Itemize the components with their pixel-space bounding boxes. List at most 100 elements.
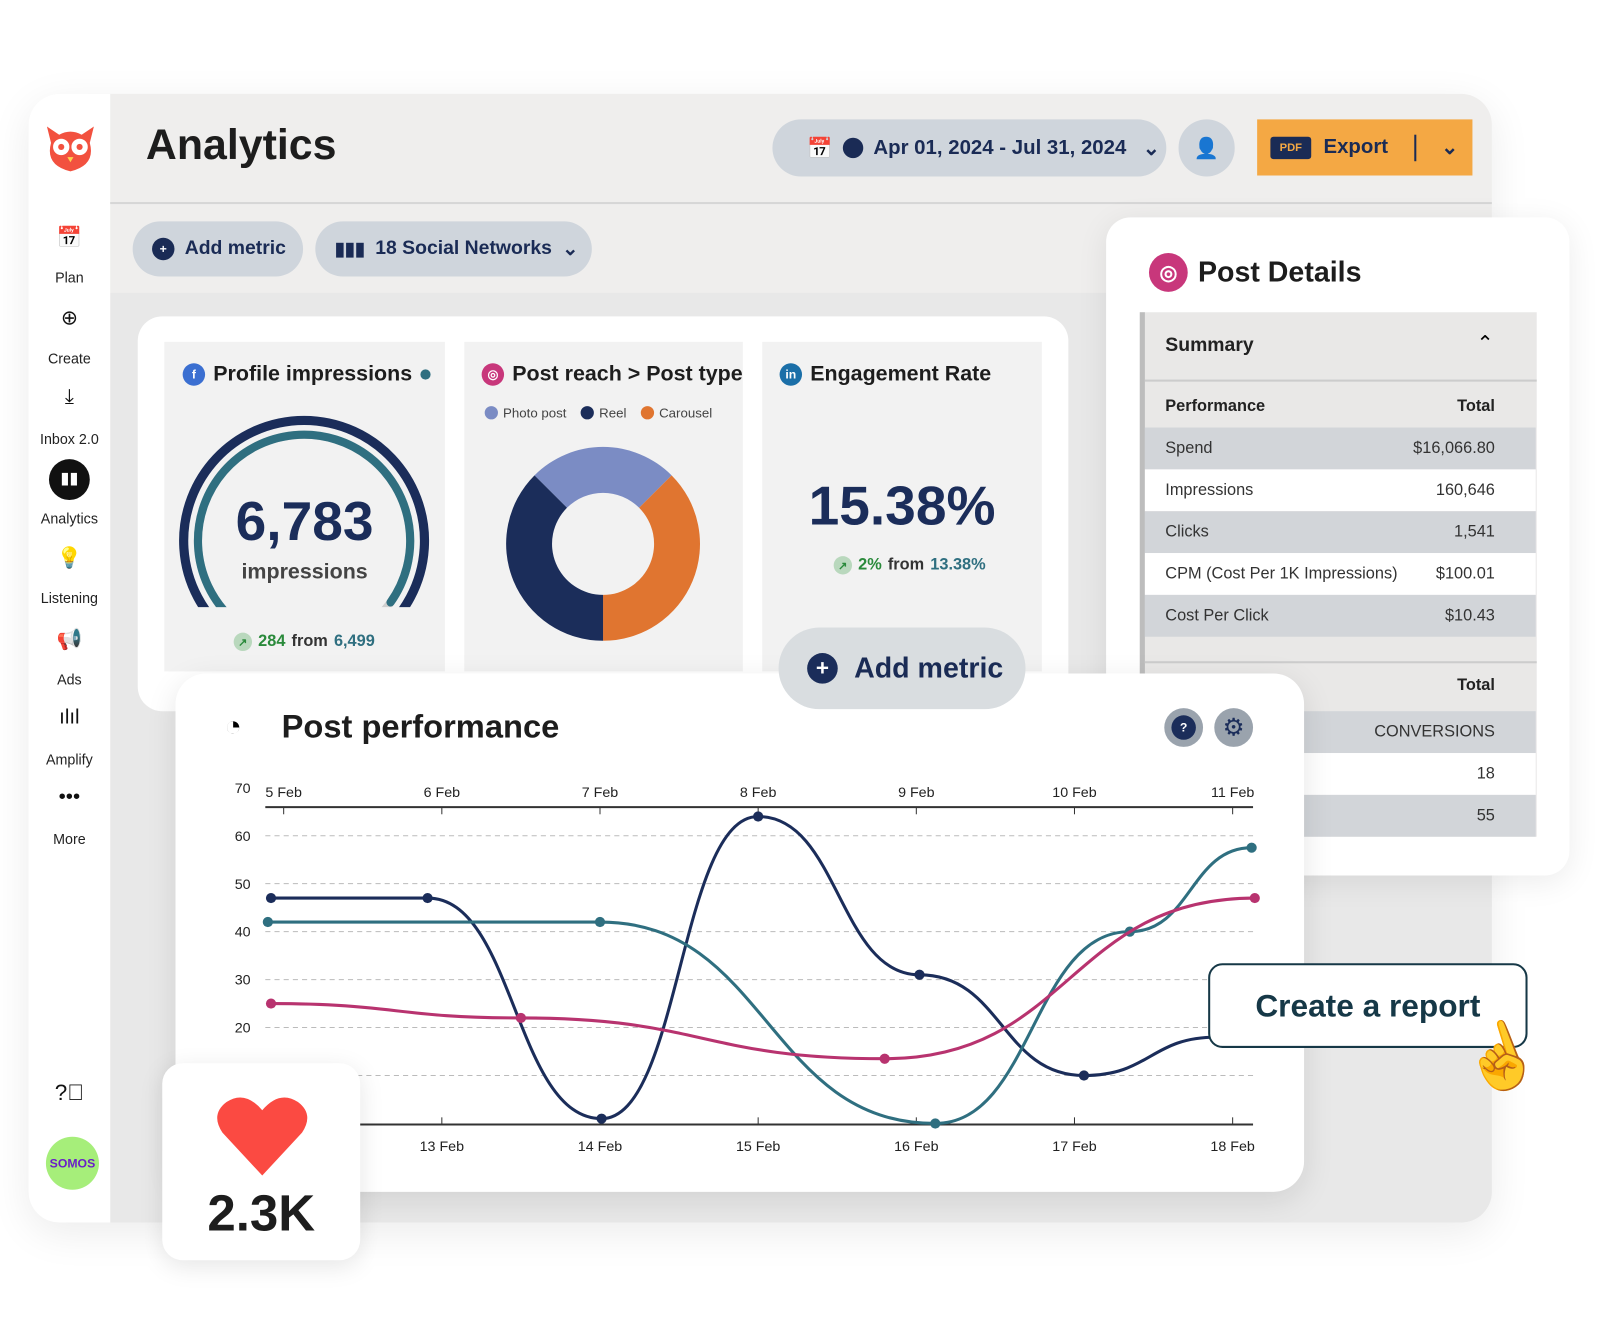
impressions-trend: ↗ 284 from 6,499	[233, 632, 375, 652]
pdf-badge: PDF	[1270, 136, 1312, 159]
plus-circle-icon: +	[152, 237, 175, 261]
engagement-value: 15.38%	[808, 475, 996, 537]
networks-label: 18 Social Networks	[375, 237, 552, 260]
create-report-label: Create a report	[1255, 987, 1481, 1023]
row-value: $10.43	[1444, 606, 1495, 624]
status-dot	[420, 369, 431, 380]
facebook-icon: f	[182, 363, 206, 386]
conversions-value: 55	[1476, 806, 1495, 824]
profile-impressions-card: f Profile impressions 6,783 impressions ↗…	[164, 341, 445, 672]
sidebar-item-inbox-2-0[interactable]: Inbox 2.0	[39, 430, 99, 447]
heart-icon	[217, 1097, 308, 1176]
likes-value: 2.3K	[207, 1184, 316, 1242]
create-report-button[interactable]: Create a report	[1208, 963, 1528, 1048]
lightbulb-icon[interactable]: 💡	[56, 546, 83, 570]
row-label: Cost Per Click	[1165, 606, 1269, 624]
legend-swatch	[640, 406, 654, 420]
chevron-down-icon[interactable]: ⌄	[1441, 136, 1459, 160]
row-value: $100.01	[1435, 564, 1495, 583]
summary-header: Summary	[1165, 334, 1254, 357]
likes-card: 2.3K	[162, 1063, 361, 1261]
table-row: Spend $16,066.80	[1144, 427, 1536, 470]
sidebar-item-amplify[interactable]: Amplify	[45, 751, 93, 768]
delta: 2%	[858, 556, 882, 574]
summary-table: Summary ⌃ Performance Total Spend $16,066.…	[1139, 312, 1537, 837]
card-title: Profile impressions	[213, 362, 413, 386]
gauge-icon: ◔	[224, 710, 242, 742]
row-value: 160,646	[1435, 481, 1495, 499]
bar-chart-icon: ▮▮▮	[334, 238, 366, 259]
divider	[1414, 134, 1417, 161]
column-header: Performance	[1165, 397, 1266, 415]
help-icon[interactable]: ?⃝	[54, 1079, 85, 1106]
plus-circle-icon: +	[807, 653, 838, 684]
post-details-panel: ◎ Post Details Summary ⌃ Performance Total…	[1106, 217, 1570, 876]
add-metric-large-button[interactable]: + Add metric	[778, 627, 1026, 710]
add-metric-label: Add metric	[184, 237, 286, 260]
donut-legend: Photo post Reel Carousel	[484, 405, 713, 421]
sidebar: 📅 Plan ⊕ Create ⤓ Inbox 2.0 ▮▮ Analytics 💡 Listen…	[28, 93, 111, 1223]
avatar[interactable]: SOMOS	[45, 1136, 99, 1190]
legend-item: Photo post	[484, 405, 566, 420]
trend-up-icon: ↗	[233, 632, 253, 652]
export-label: Export	[1323, 135, 1389, 159]
sidebar-item-listening[interactable]: Listening	[40, 589, 98, 607]
divider	[1144, 661, 1537, 664]
legend-swatch	[580, 406, 595, 420]
donut-slice-reel	[506, 475, 604, 641]
impressions-gauge	[179, 415, 430, 608]
date-range-picker[interactable]: 📅 Apr 01, 2024 - Jul 31, 2024 ⌄	[772, 119, 1167, 177]
inbox-icon[interactable]: ⤓	[64, 385, 74, 409]
post-reach-card: ◎ Post reach > Post type Photo post Reel Ca…	[464, 341, 743, 672]
instagram-icon: ◎	[1148, 253, 1188, 292]
conversions-header: CONVERSIONS	[1374, 722, 1495, 741]
legend-swatch	[484, 406, 498, 420]
table-row: Cost Per Click $10.43	[1144, 594, 1536, 637]
donut-slice-carousel	[603, 475, 700, 641]
gear-icon: ⚙	[1222, 713, 1245, 742]
social-networks-dropdown[interactable]: ▮▮▮ 18 Social Networks ⌄	[315, 221, 592, 277]
previous-value: 6,499	[333, 632, 375, 650]
engagement-rate-card: in Engagement Rate 15.38% ↗ 2% from 13.38%	[762, 341, 1042, 672]
delta: 284	[258, 632, 286, 650]
header-divider	[110, 202, 1492, 205]
amplify-icon[interactable]: ılıl	[59, 706, 80, 729]
table-row: Impressions 160,646	[1144, 469, 1536, 512]
calendar-icon: 📅	[807, 137, 833, 160]
sidebar-item-more[interactable]: More	[53, 830, 86, 847]
question-icon: ?	[1171, 715, 1196, 740]
card-title: Engagement Rate	[810, 362, 992, 386]
add-metric-label: Add metric	[854, 652, 1004, 684]
column-header: Total	[1457, 676, 1495, 694]
sidebar-item-create[interactable]: Create	[47, 349, 91, 367]
more-icon[interactable]: •••	[58, 785, 81, 809]
linkedin-icon: in	[779, 363, 803, 386]
help-button[interactable]: ?	[1164, 708, 1204, 747]
sidebar-item-analytics[interactable]: Analytics	[40, 510, 98, 527]
owl-logo-icon[interactable]	[43, 120, 98, 175]
sidebar-item-ads[interactable]: Ads	[57, 671, 82, 688]
export-button[interactable]: PDF Export ⌄	[1257, 119, 1473, 176]
add-metric-button[interactable]: + Add metric	[132, 221, 304, 277]
impressions-unit: impressions	[241, 560, 368, 584]
card-title: Post reach > Post type	[512, 362, 743, 386]
chevron-up-icon[interactable]: ⌃	[1476, 332, 1494, 356]
megaphone-icon[interactable]: 📢	[56, 628, 83, 652]
row-label: Clicks	[1165, 522, 1209, 541]
settings-button[interactable]: ⚙	[1214, 708, 1254, 747]
add-user-button[interactable]: 👤	[1178, 119, 1235, 177]
row-value: $16,066.80	[1413, 439, 1495, 457]
bar-chart-icon[interactable]: ▮▮	[29, 459, 111, 500]
table-row: CPM (Cost Per 1K Impressions) $100.01	[1144, 553, 1536, 595]
plus-circle-icon[interactable]: ⊕	[60, 307, 78, 330]
chart-title: Post performance	[281, 708, 560, 745]
calendar-icon[interactable]: 📅	[56, 226, 83, 249]
donut-slice-photo-post	[534, 446, 672, 508]
impressions-value: 6,783	[235, 490, 374, 553]
status-dot	[842, 137, 864, 159]
sidebar-item-plan[interactable]: Plan	[55, 269, 84, 286]
divider	[1144, 379, 1537, 382]
trend-up-icon: ↗	[833, 556, 853, 575]
page-title: Analytics	[145, 120, 337, 169]
legend-label: Carousel	[659, 405, 713, 421]
